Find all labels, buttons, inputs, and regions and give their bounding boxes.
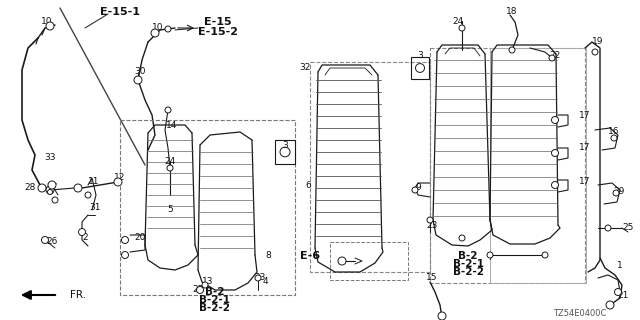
Circle shape xyxy=(552,116,559,124)
Text: 17: 17 xyxy=(579,110,591,119)
Circle shape xyxy=(151,29,159,37)
Text: 10: 10 xyxy=(152,23,164,33)
Circle shape xyxy=(542,252,548,258)
Text: B-2-2: B-2-2 xyxy=(452,267,483,277)
Circle shape xyxy=(202,282,208,288)
Circle shape xyxy=(614,289,621,295)
Circle shape xyxy=(74,184,82,192)
Circle shape xyxy=(122,236,129,244)
Circle shape xyxy=(42,236,49,244)
Circle shape xyxy=(46,22,54,30)
Circle shape xyxy=(48,181,56,189)
Circle shape xyxy=(611,135,617,141)
Text: B-2: B-2 xyxy=(205,287,225,297)
Bar xyxy=(275,140,295,164)
Circle shape xyxy=(338,257,346,265)
Text: 3: 3 xyxy=(417,51,423,60)
Circle shape xyxy=(438,312,446,320)
Text: 19: 19 xyxy=(592,37,604,46)
Text: 24: 24 xyxy=(452,18,463,27)
Text: E-15-1: E-15-1 xyxy=(100,7,140,17)
Text: 7: 7 xyxy=(487,253,493,262)
Text: 25: 25 xyxy=(622,223,634,233)
Text: 15: 15 xyxy=(426,274,438,283)
Text: 21: 21 xyxy=(618,291,628,300)
Text: E-15: E-15 xyxy=(204,17,232,27)
Text: 22: 22 xyxy=(193,285,204,294)
Bar xyxy=(120,120,295,295)
Text: 3: 3 xyxy=(282,140,288,149)
Text: 1: 1 xyxy=(617,260,623,269)
Circle shape xyxy=(549,55,555,61)
Text: B-2-1: B-2-1 xyxy=(452,259,483,269)
Text: 27: 27 xyxy=(46,183,58,193)
Text: 33: 33 xyxy=(44,154,56,163)
Circle shape xyxy=(605,225,611,231)
Text: 31: 31 xyxy=(89,204,100,212)
Text: 11: 11 xyxy=(88,178,100,187)
Bar xyxy=(490,48,586,283)
Text: 10: 10 xyxy=(41,18,52,27)
Circle shape xyxy=(427,217,433,223)
Circle shape xyxy=(552,181,559,188)
Text: 17: 17 xyxy=(579,178,591,187)
Bar xyxy=(310,62,430,272)
Circle shape xyxy=(47,189,52,195)
Circle shape xyxy=(165,26,171,32)
Text: 23: 23 xyxy=(426,220,438,229)
Text: 16: 16 xyxy=(608,127,620,137)
Bar xyxy=(430,48,585,283)
Circle shape xyxy=(613,190,619,196)
Circle shape xyxy=(38,184,46,192)
Circle shape xyxy=(167,165,173,171)
Circle shape xyxy=(79,228,86,236)
Text: 8: 8 xyxy=(265,251,271,260)
Circle shape xyxy=(114,178,122,186)
Text: 4: 4 xyxy=(262,277,268,286)
Circle shape xyxy=(412,187,418,193)
Circle shape xyxy=(165,107,171,113)
Text: FR.: FR. xyxy=(70,290,86,300)
Circle shape xyxy=(606,301,614,309)
Text: 17: 17 xyxy=(579,143,591,153)
Circle shape xyxy=(134,76,142,84)
Circle shape xyxy=(459,25,465,31)
Bar xyxy=(330,242,408,280)
Circle shape xyxy=(196,286,204,293)
Circle shape xyxy=(85,192,91,198)
Text: 23: 23 xyxy=(254,274,266,283)
Bar xyxy=(411,57,429,79)
Text: E-15-2: E-15-2 xyxy=(198,27,238,37)
Text: TZ54E0400C: TZ54E0400C xyxy=(554,309,607,318)
Text: 20: 20 xyxy=(134,234,146,243)
Circle shape xyxy=(487,252,493,258)
Text: 2: 2 xyxy=(82,234,88,243)
Text: 22: 22 xyxy=(549,51,561,60)
Text: 13: 13 xyxy=(202,277,214,286)
Text: 26: 26 xyxy=(46,237,58,246)
Text: E-6: E-6 xyxy=(300,251,320,261)
Text: 14: 14 xyxy=(166,121,178,130)
Text: 24: 24 xyxy=(164,157,175,166)
Circle shape xyxy=(459,235,465,241)
Text: B-2-2: B-2-2 xyxy=(200,303,230,313)
Circle shape xyxy=(592,49,598,55)
Circle shape xyxy=(255,275,261,281)
Text: B-2: B-2 xyxy=(458,251,477,261)
Text: 12: 12 xyxy=(115,173,125,182)
Circle shape xyxy=(552,149,559,156)
Text: 9: 9 xyxy=(415,182,421,191)
Text: 6: 6 xyxy=(305,180,311,189)
Circle shape xyxy=(52,197,58,203)
Text: B-2-1: B-2-1 xyxy=(200,295,230,305)
Text: 18: 18 xyxy=(506,7,518,17)
Text: 30: 30 xyxy=(134,68,146,76)
Text: 32: 32 xyxy=(300,63,310,73)
Text: 5: 5 xyxy=(167,205,173,214)
Circle shape xyxy=(509,47,515,53)
Text: 29: 29 xyxy=(613,188,625,196)
Circle shape xyxy=(46,186,54,194)
Text: 28: 28 xyxy=(24,183,36,193)
Circle shape xyxy=(122,252,129,259)
